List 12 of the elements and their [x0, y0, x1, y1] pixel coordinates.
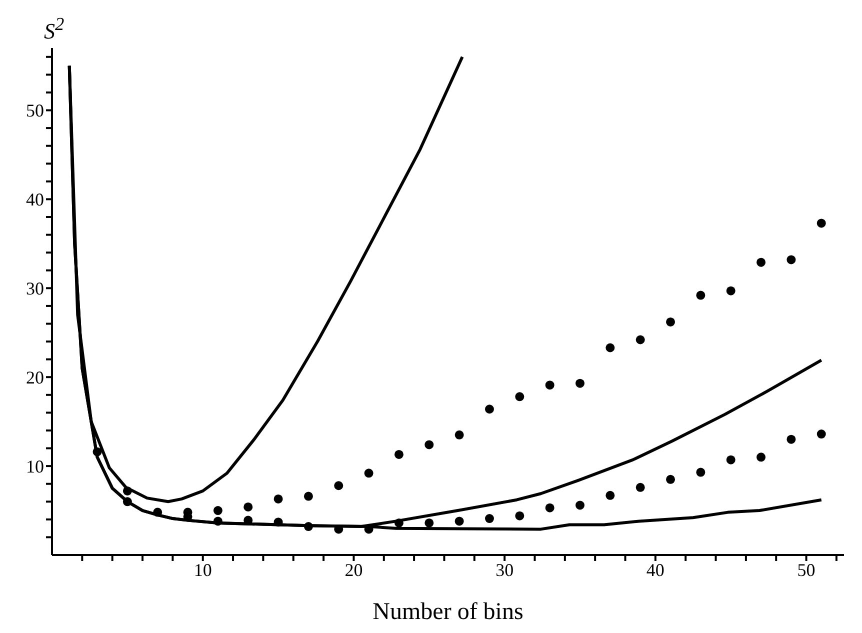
x-tick-label: 50 — [797, 560, 816, 580]
x-axis-title: Number of bins — [372, 599, 524, 625]
x-tick-label: 40 — [646, 560, 664, 580]
y-tick-label: 40 — [26, 190, 44, 210]
y-tick-label: 20 — [26, 367, 44, 388]
y-axis-title: S$^{2}$ — [44, 14, 64, 44]
y-tick-label: 30 — [26, 278, 44, 299]
y-tick-label: 50 — [26, 100, 44, 121]
x-tick-label: 30 — [496, 560, 514, 580]
x-tick-label: 10 — [194, 560, 212, 580]
x-tick-label: 20 — [344, 560, 363, 580]
y-tick-label: 10 — [26, 456, 44, 476]
